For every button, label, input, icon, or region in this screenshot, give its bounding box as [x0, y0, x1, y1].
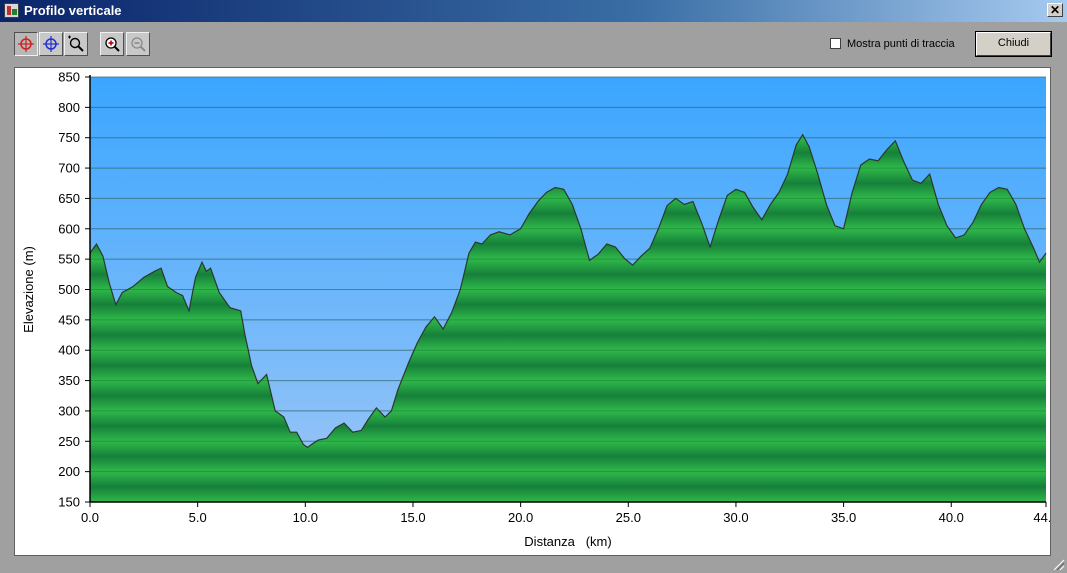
x-tick-label: 44.4	[1033, 510, 1050, 525]
app-icon	[4, 3, 19, 18]
y-tick-label: 600	[58, 221, 80, 236]
axes: 150 200 250 300 350 400 450 500 550 600 650 700 750 8…	[58, 70, 1050, 526]
y-tick-label: 850	[58, 70, 80, 85]
x-tick-label: 0.0	[81, 510, 99, 525]
x-tick-label: 25.0	[616, 510, 641, 525]
resize-grip-icon[interactable]	[1053, 559, 1065, 571]
y-axis-label: Elevazione (m)	[21, 246, 36, 333]
elevation-area	[90, 134, 1046, 502]
y-tick-label: 500	[58, 282, 80, 297]
y-tick-label: 400	[58, 343, 80, 358]
y-tick-label: 250	[58, 434, 80, 449]
y-tick-label: 200	[58, 464, 80, 479]
y-tick-label: 700	[58, 161, 80, 176]
window-close-button[interactable]: ✕	[1047, 3, 1063, 17]
x-tick-label: 20.0	[508, 510, 533, 525]
y-tick-label: 550	[58, 252, 80, 267]
select-point-blue-tool-button[interactable]	[39, 32, 63, 56]
show-track-points-label: Mostra punti di traccia	[847, 38, 955, 50]
x-tick-label: 15.0	[400, 510, 425, 525]
title-bar: Profilo verticale ✕	[0, 0, 1067, 22]
x-tick-label: 5.0	[189, 510, 207, 525]
x-axis-label: Distanza (km)	[524, 534, 611, 549]
cursor-blue-crosshair-icon	[43, 36, 59, 52]
x-tick-label: 30.0	[723, 510, 748, 525]
x-tick-label: 40.0	[939, 510, 964, 525]
zoom-window-icon	[68, 35, 84, 52]
cursor-red-crosshair-icon	[18, 36, 34, 52]
y-tick-label: 800	[58, 100, 80, 115]
y-tick-label: 300	[58, 403, 80, 418]
select-point-red-tool-button[interactable]	[14, 32, 38, 56]
zoom-in-icon	[105, 37, 120, 52]
elevation-line	[89, 133, 1047, 449]
zoom-in-button[interactable]	[100, 32, 124, 56]
y-tick-label: 650	[58, 191, 80, 206]
y-tick-label: 350	[58, 373, 80, 388]
toolbar: Mostra punti di traccia Chiudi	[0, 22, 1067, 66]
elevation-profile-chart[interactable]: 150 200 250 300 350 400 450 500 550 600 650 700 750 8…	[14, 67, 1051, 556]
zoom-out-button[interactable]	[126, 32, 150, 56]
zoom-out-icon	[131, 37, 146, 52]
y-tick-label: 150	[58, 495, 80, 510]
window-title: Profilo verticale	[24, 3, 122, 18]
y-tick-label: 750	[58, 130, 80, 145]
close-button[interactable]: Chiudi	[975, 31, 1052, 57]
zoom-window-tool-button[interactable]	[64, 32, 88, 56]
x-tick-label: 35.0	[831, 510, 856, 525]
show-track-points-checkbox[interactable]	[830, 38, 841, 49]
elevation-profile-plot[interactable]: 150 200 250 300 350 400 450 500 550 600 650 700 750 8…	[15, 68, 1050, 555]
grid-lines-over-terrain	[90, 76, 1046, 473]
x-tick-label: 10.0	[293, 510, 318, 525]
y-tick-label: 450	[58, 312, 80, 327]
